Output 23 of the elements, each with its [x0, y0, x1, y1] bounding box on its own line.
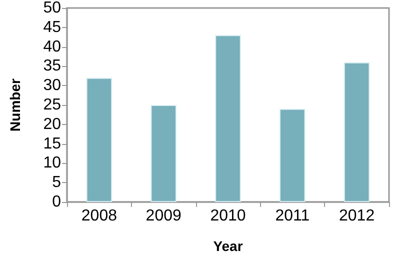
y-tick-label: 35 [43, 58, 62, 75]
y-tick-label: 20 [43, 116, 62, 133]
x-tick-label: 2010 [210, 208, 246, 224]
y-tick-label: 15 [43, 135, 62, 152]
bar [150, 105, 176, 202]
x-tick-label: 2012 [339, 208, 375, 224]
bar [86, 78, 112, 202]
x-axis-title: Year [213, 238, 244, 254]
x-tick-label: 2009 [146, 208, 182, 224]
bar [344, 62, 370, 202]
y-tick-label: 45 [43, 18, 62, 36]
y-axis-title: Number [7, 78, 23, 132]
y-tick-label: 5 [52, 174, 62, 192]
bar [280, 108, 306, 202]
y-tick-label: 40 [43, 38, 62, 56]
bar [215, 35, 241, 202]
x-tick-label: 2008 [81, 208, 118, 224]
y-tick-label: 50 [43, 0, 62, 16]
y-tick-label: 0 [52, 194, 62, 210]
y-tick-label: 10 [43, 154, 62, 172]
y-tick-label: 25 [43, 96, 62, 114]
x-tick-label: 2011 [275, 208, 310, 224]
y-tick-label: 30 [43, 77, 62, 94]
